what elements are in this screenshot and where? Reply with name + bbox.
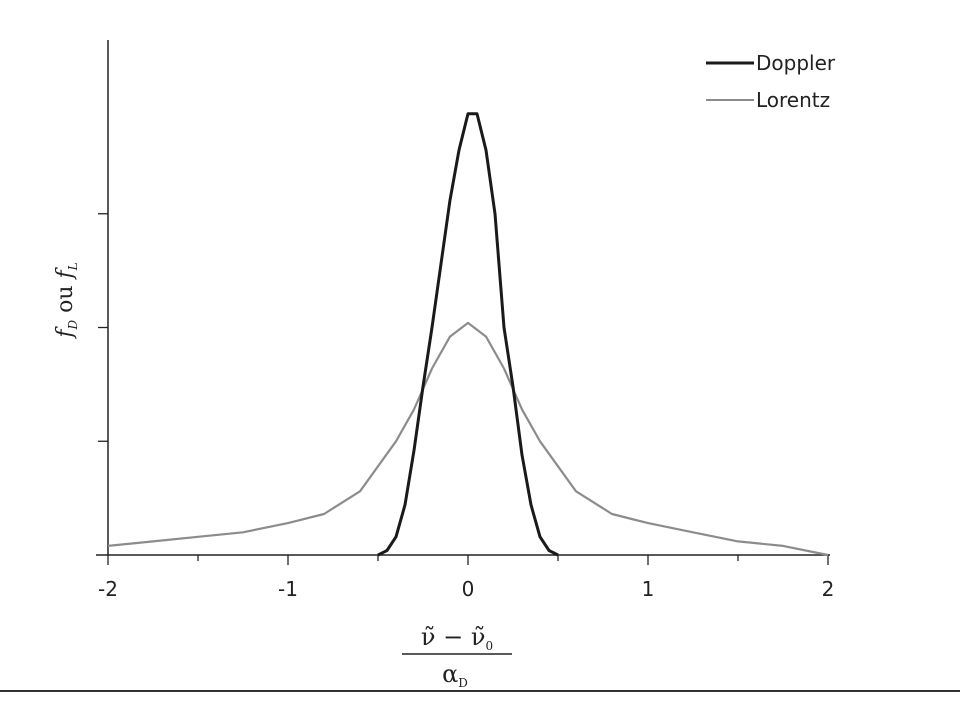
legend-label-lorentz: Lorentz	[756, 88, 830, 112]
y-axis-label: fD ou fL	[53, 262, 80, 339]
x-label-nu0-sub: 0	[485, 639, 493, 653]
x-tick-label: 2	[822, 577, 835, 601]
x-ticks: -2 -1 0 1 2	[98, 555, 834, 601]
series-line-lorentz	[107, 321, 829, 557]
y-label-sub1: D	[66, 320, 80, 331]
axes	[96, 40, 830, 556]
x-label-alpha-sub: D	[458, 676, 468, 690]
series-line-doppler	[377, 112, 559, 557]
x-tick-label: -2	[98, 577, 118, 601]
legend: Doppler Lorentz	[706, 51, 836, 112]
x-tick-label: -1	[278, 577, 298, 601]
y-label-sub2: L	[66, 262, 80, 271]
x-tick-label: 0	[462, 577, 475, 601]
x-label-alpha: α	[442, 660, 458, 688]
x-label-nu0: ν̃	[471, 623, 486, 651]
y-label-mid: ou	[53, 278, 78, 319]
x-label-denominator: αD	[442, 660, 468, 690]
x-tick-label: 1	[642, 577, 655, 601]
x-label-minus: −	[435, 623, 470, 651]
x-label-nu: ν̃	[421, 623, 436, 651]
legend-label-doppler: Doppler	[756, 51, 836, 75]
x-axis-label: ν̃ − ν̃0 αD	[402, 623, 512, 690]
y-ticks	[98, 213, 108, 442]
x-label-numerator: ν̃ − ν̃0	[421, 623, 493, 653]
bottom-rule	[0, 690, 960, 692]
series-layer	[107, 112, 829, 557]
